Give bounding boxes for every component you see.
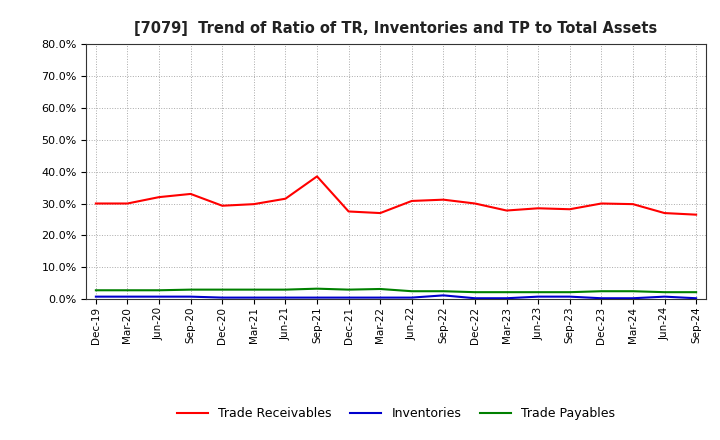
Trade Payables	[218, 287, 227, 292]
Inventories	[218, 295, 227, 300]
Inventories	[660, 294, 669, 299]
Trade Payables	[250, 287, 258, 292]
Trade Receivables	[534, 205, 542, 211]
Trade Payables	[565, 290, 574, 295]
Trade Receivables	[155, 194, 163, 200]
Inventories	[344, 295, 353, 300]
Inventories	[565, 294, 574, 299]
Trade Payables	[123, 288, 132, 293]
Inventories	[123, 294, 132, 299]
Inventories	[503, 296, 511, 301]
Trade Payables	[660, 290, 669, 295]
Trade Payables	[312, 286, 321, 291]
Line: Inventories: Inventories	[96, 295, 696, 298]
Line: Trade Payables: Trade Payables	[96, 289, 696, 292]
Trade Receivables	[344, 209, 353, 214]
Trade Payables	[692, 290, 701, 295]
Trade Payables	[344, 287, 353, 292]
Inventories	[471, 296, 480, 301]
Trade Receivables	[186, 191, 195, 197]
Title: [7079]  Trend of Ratio of TR, Inventories and TP to Total Assets: [7079] Trend of Ratio of TR, Inventories…	[135, 21, 657, 36]
Trade Payables	[629, 289, 637, 294]
Trade Receivables	[503, 208, 511, 213]
Line: Trade Receivables: Trade Receivables	[96, 176, 696, 215]
Trade Payables	[91, 288, 100, 293]
Inventories	[155, 294, 163, 299]
Inventories	[250, 295, 258, 300]
Trade Payables	[281, 287, 289, 292]
Trade Payables	[597, 289, 606, 294]
Trade Payables	[155, 288, 163, 293]
Inventories	[281, 295, 289, 300]
Trade Payables	[471, 290, 480, 295]
Trade Payables	[376, 286, 384, 292]
Trade Receivables	[565, 207, 574, 212]
Trade Receivables	[123, 201, 132, 206]
Trade Receivables	[91, 201, 100, 206]
Trade Receivables	[312, 174, 321, 179]
Trade Receivables	[408, 198, 416, 204]
Legend: Trade Receivables, Inventories, Trade Payables: Trade Receivables, Inventories, Trade Pa…	[171, 403, 621, 425]
Trade Receivables	[250, 202, 258, 207]
Trade Payables	[503, 290, 511, 295]
Trade Receivables	[439, 197, 448, 202]
Trade Receivables	[660, 210, 669, 216]
Trade Receivables	[471, 201, 480, 206]
Inventories	[534, 294, 542, 299]
Trade Payables	[534, 290, 542, 295]
Inventories	[376, 295, 384, 300]
Inventories	[629, 296, 637, 301]
Inventories	[439, 293, 448, 298]
Trade Receivables	[376, 210, 384, 216]
Inventories	[186, 294, 195, 299]
Trade Receivables	[597, 201, 606, 206]
Inventories	[597, 296, 606, 301]
Inventories	[91, 294, 100, 299]
Trade Receivables	[218, 203, 227, 209]
Trade Receivables	[281, 196, 289, 202]
Inventories	[312, 295, 321, 300]
Trade Receivables	[629, 202, 637, 207]
Trade Payables	[408, 289, 416, 294]
Inventories	[692, 296, 701, 301]
Trade Payables	[186, 287, 195, 292]
Trade Payables	[439, 289, 448, 294]
Trade Receivables	[692, 212, 701, 217]
Inventories	[408, 295, 416, 300]
